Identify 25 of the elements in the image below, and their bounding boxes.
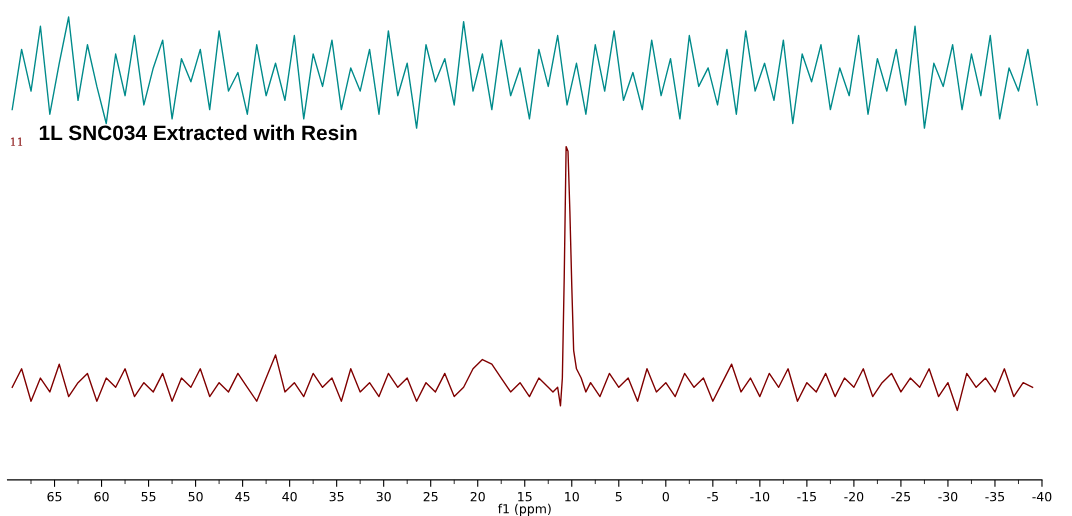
x-tick-label: -20 <box>844 491 864 502</box>
annotation: 11 <box>10 137 23 146</box>
x-tick-label: 50 <box>188 491 203 502</box>
x-tick-label: 5 <box>615 492 622 502</box>
x-tick-label: 35 <box>329 491 344 502</box>
x-tick-label: 55 <box>141 492 156 502</box>
text: 1L SNC034 Extracted with Resin <box>39 124 357 141</box>
x-tick-label: 30 <box>376 491 391 502</box>
x-tick-label: -5 <box>707 492 718 502</box>
x-tick-label: 0 <box>662 491 669 502</box>
x-tick-label: -30 <box>938 491 958 502</box>
x-tick-label: 45 <box>235 492 250 502</box>
x-tick-label: 10 <box>565 491 579 502</box>
x-tick-label: -15 <box>797 492 816 502</box>
x-tick-label: 15 <box>518 492 532 502</box>
x-tick-label: -35 <box>985 491 1005 502</box>
x-tick-label: -40 <box>1032 491 1052 502</box>
x-tick-label: -10 <box>750 491 770 502</box>
x-tick-label: 20 <box>470 491 485 502</box>
x-tick-label: 60 <box>94 491 109 502</box>
x-axis-title: f1 (ppm) <box>497 503 551 516</box>
x-tick-label: -25 <box>891 491 911 502</box>
x-tick-label: 40 <box>282 491 297 502</box>
x-tick-label: 65 <box>47 491 62 502</box>
x-tick-label: 25 <box>423 491 438 502</box>
